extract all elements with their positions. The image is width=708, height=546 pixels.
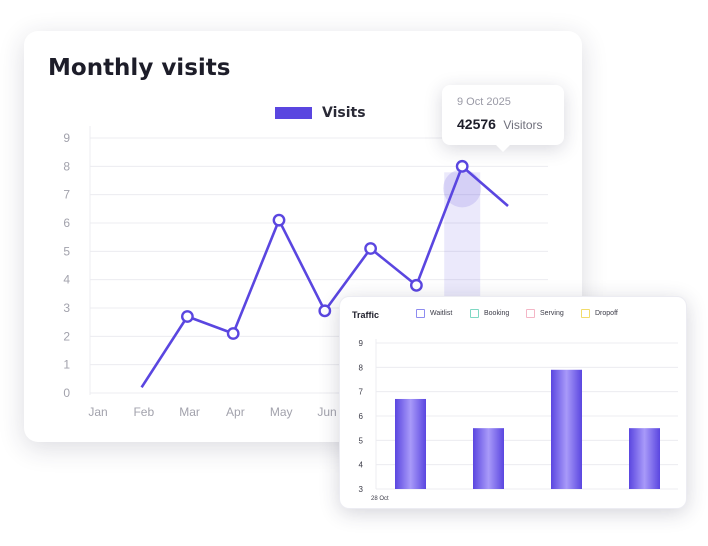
bar <box>551 369 582 489</box>
legend-box-waitlist <box>416 309 425 318</box>
legend-box-booking <box>470 309 479 318</box>
tooltip: 9 Oct 2025 42576 Visitors <box>442 85 564 152</box>
tooltip-date: 9 Oct 2025 <box>457 96 511 108</box>
highlight-glow <box>443 169 482 208</box>
x-tick-label: Jun <box>317 405 336 419</box>
y-tick-label: 0 <box>63 386 70 400</box>
legend-label-booking: Booking <box>484 310 510 317</box>
bar <box>473 428 504 489</box>
data-point <box>364 242 377 255</box>
y-tick-label: 5 <box>63 244 70 258</box>
traffic-card: Traffic Waitlist Booking Serving Dropoff… <box>339 296 687 509</box>
legend-label-waitlist: Waitlist <box>430 310 453 317</box>
y-tick-label: 3 <box>63 301 70 315</box>
y-tick-label: 7 <box>63 188 70 202</box>
x-tick-label: May <box>270 405 293 419</box>
legend-label-serving: Serving <box>540 310 564 317</box>
y-tick-label: 7 <box>359 388 364 397</box>
y-tick-label: 3 <box>359 485 364 494</box>
x-tick-label: Jan <box>88 405 107 419</box>
legend-item-dropoff[interactable]: Dropoff <box>581 309 618 318</box>
data-point <box>180 310 194 323</box>
card-title: Monthly visits <box>48 55 231 81</box>
y-tick-label: 9 <box>359 339 364 348</box>
x-tick-label: Feb <box>133 405 154 419</box>
data-point <box>226 327 240 340</box>
y-tick-label: 1 <box>63 358 70 372</box>
data-point <box>409 278 423 292</box>
traffic-title: Traffic <box>352 310 380 320</box>
legend-item-booking[interactable]: Booking <box>470 309 509 318</box>
y-tick-label: 6 <box>63 216 70 230</box>
legend-item-serving[interactable]: Serving <box>526 309 564 318</box>
legend: Visits <box>275 104 366 122</box>
x-tick-label: 28 Oct <box>371 496 389 502</box>
data-point <box>455 159 469 173</box>
tooltip-unit: Visitors <box>503 118 543 132</box>
y-tick-label: 4 <box>63 273 70 287</box>
y-tick-label: 4 <box>359 461 364 470</box>
legend-label-visits: Visits <box>322 105 366 121</box>
tooltip-row: 42576 Visitors <box>457 116 543 134</box>
bar <box>395 398 426 489</box>
y-tick-label: 2 <box>63 329 70 343</box>
x-tick-label: Mar <box>179 405 200 419</box>
bar <box>629 428 660 489</box>
tooltip-value: 42576 <box>457 116 496 132</box>
y-tick-label: 5 <box>359 436 364 445</box>
data-point <box>272 213 286 227</box>
legend-box-serving <box>526 309 535 318</box>
bar-chart: 3 4 5 6 7 8 9 28 Oct <box>359 339 678 502</box>
y-tick-label: 8 <box>359 363 364 372</box>
legend-swatch-visits <box>275 107 312 119</box>
data-point <box>318 304 332 318</box>
y-tick-label: 8 <box>63 159 70 173</box>
x-tick-label: Apr <box>226 405 245 419</box>
legend-label-dropoff: Dropoff <box>595 310 618 317</box>
y-tick-label: 9 <box>63 131 70 145</box>
legend-item-waitlist[interactable]: Waitlist <box>416 309 452 318</box>
y-tick-label: 6 <box>359 412 364 421</box>
legend-box-dropoff <box>581 309 590 318</box>
